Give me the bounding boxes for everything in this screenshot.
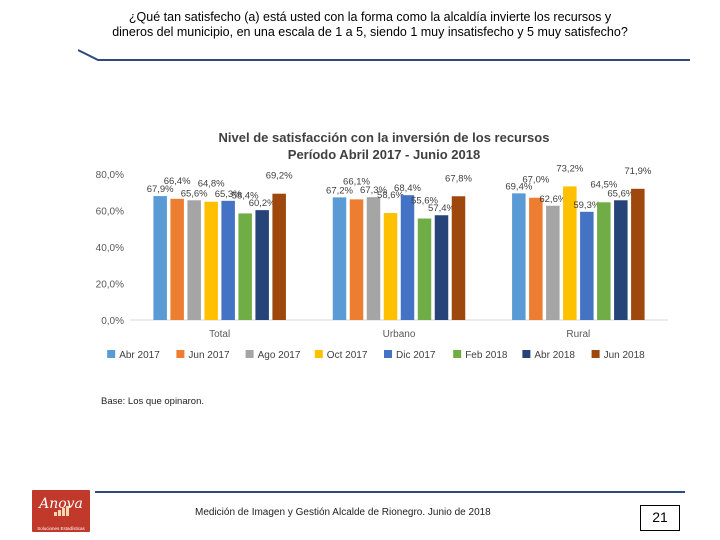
- bar: [563, 186, 577, 320]
- y-tick-label: 20,0%: [96, 280, 124, 291]
- bar: [417, 218, 432, 320]
- legend-label: Dic 2017: [396, 350, 436, 361]
- base-note: Base: Los que opinaron.: [101, 396, 204, 407]
- data-label: 65,3%: [215, 189, 242, 200]
- bar: [153, 196, 167, 320]
- footer-text: Medición de Imagen y Gestión Alcalde de …: [195, 507, 491, 518]
- data-label: 65,6%: [181, 188, 208, 199]
- data-label: 67,9%: [147, 184, 174, 195]
- legend-swatch: [453, 350, 462, 358]
- header-rule: [78, 49, 690, 61]
- data-label: 57,4%: [428, 203, 455, 214]
- data-label: 55,6%: [411, 196, 438, 207]
- legend-label: Jun 2017: [188, 350, 230, 361]
- legend-label: Ago 2017: [258, 350, 301, 361]
- data-label: 58,4%: [232, 190, 259, 201]
- x-tick-label: Urbano: [383, 329, 416, 340]
- bar: [170, 198, 184, 320]
- bar: [580, 211, 594, 320]
- bar: [451, 196, 466, 320]
- legend-swatch: [107, 350, 116, 358]
- data-label: 68,4%: [394, 183, 421, 194]
- bar: [546, 205, 560, 320]
- legend-swatch: [245, 350, 254, 358]
- data-label: 67,0%: [522, 175, 549, 186]
- data-label: 67,8%: [445, 173, 472, 184]
- y-tick-label: 60,0%: [96, 207, 124, 218]
- data-label: 65,6%: [607, 188, 634, 199]
- bar: [512, 193, 526, 320]
- anova-logo: Anova Soluciones Estadísticas: [32, 490, 90, 532]
- y-tick-label: 80,0%: [96, 170, 124, 181]
- data-label: 64,8%: [198, 179, 225, 190]
- data-label: 67,2%: [326, 185, 353, 196]
- question-text: ¿Qué tan satisfecho (a) está usted con l…: [112, 10, 628, 39]
- bar: [204, 201, 218, 320]
- bar: [383, 213, 398, 320]
- data-label: 62,6%: [539, 194, 566, 205]
- bar: [366, 197, 381, 320]
- chart-title: Nivel de satisfacción con la inversión d…: [219, 130, 550, 145]
- data-label: 58,6%: [377, 190, 404, 201]
- chart-subtitle: Período Abril 2017 - Junio 2018: [288, 147, 480, 162]
- bar: [434, 215, 449, 320]
- data-label: 71,9%: [624, 166, 651, 177]
- bar: [597, 202, 611, 320]
- bar: [400, 195, 415, 320]
- legend-swatch: [522, 350, 531, 358]
- satisfaction-bar-chart: Nivel de satisfacción con la inversión d…: [96, 130, 668, 361]
- data-label: 73,2%: [556, 163, 583, 174]
- bar: [272, 193, 286, 320]
- legend-swatch: [384, 350, 392, 358]
- data-label: 66,4%: [164, 176, 191, 187]
- legend-swatch: [176, 350, 185, 358]
- legend-swatch: [314, 350, 323, 358]
- legend-label: Jun 2018: [604, 350, 646, 361]
- legend-swatch: [591, 350, 600, 358]
- bar: [255, 210, 269, 320]
- legend-label: Abr 2018: [534, 350, 575, 361]
- data-label: 66,1%: [343, 176, 370, 187]
- data-label: 60,2%: [249, 198, 276, 209]
- bar: [187, 200, 201, 320]
- legend-label: Abr 2017: [119, 350, 160, 361]
- bar: [221, 200, 235, 320]
- data-label: 69,2%: [266, 171, 293, 182]
- bar: [349, 199, 364, 320]
- data-label: 69,4%: [505, 181, 532, 192]
- x-tick-label: Rural: [566, 329, 590, 340]
- bar: [332, 197, 347, 320]
- footer-rule: [95, 491, 685, 493]
- data-label: 67,3%: [360, 185, 387, 196]
- data-label: 59,3%: [573, 200, 600, 211]
- page-number: 21: [640, 505, 680, 531]
- bar: [238, 213, 252, 320]
- legend-label: Oct 2017: [327, 350, 368, 361]
- bar: [529, 197, 543, 320]
- x-tick-label: Total: [209, 329, 230, 340]
- data-label: 64,5%: [590, 179, 617, 190]
- legend-label: Feb 2018: [465, 350, 508, 361]
- y-tick-label: 0,0%: [101, 316, 124, 327]
- logo-subtitle: Soluciones Estadísticas: [37, 526, 85, 531]
- y-tick-label: 40,0%: [96, 243, 124, 254]
- bar: [614, 200, 628, 320]
- logo-name: Anova: [39, 496, 83, 512]
- bar: [631, 188, 645, 320]
